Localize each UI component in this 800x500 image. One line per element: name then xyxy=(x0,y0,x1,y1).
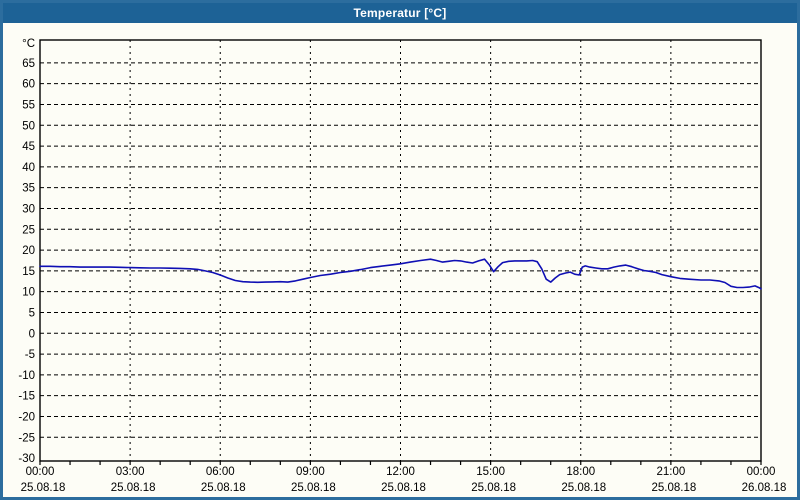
x-axis-date-label: 25.08.18 xyxy=(201,482,246,494)
x-axis-date-label: 25.08.18 xyxy=(471,482,516,494)
y-axis-tick-label: 60 xyxy=(22,79,35,91)
y-axis-tick-label: 45 xyxy=(22,141,35,153)
x-axis-date-label: 25.08.18 xyxy=(561,482,606,494)
x-axis-time-label: 00:00 xyxy=(747,466,776,478)
x-axis-time-label: 03:00 xyxy=(116,466,145,478)
chart-title: Temperatur [°C] xyxy=(353,6,447,20)
x-axis-date-label: 25.08.18 xyxy=(21,482,66,494)
y-axis-tick-label: 20 xyxy=(22,245,35,257)
y-axis-tick-label: 0 xyxy=(29,328,35,340)
chart-area: °C 65 60 55 50 45 40 35 30 25 20 15 10 5 0 -5 -10 -15 -20-… xyxy=(3,23,797,497)
x-axis-time-label: 18:00 xyxy=(566,466,595,478)
x-axis-date-label: 25.08.18 xyxy=(381,482,426,494)
x-axis-date-label: 25.08.18 xyxy=(291,482,336,494)
y-axis-tick-label: -5 xyxy=(25,349,35,361)
y-axis-tick-label: 30 xyxy=(22,203,35,215)
y-axis-tick-label: -25 xyxy=(18,432,35,444)
x-axis-time-label: 12:00 xyxy=(386,466,415,478)
x-axis-date-label: 25.08.18 xyxy=(111,482,156,494)
y-axis-tick-label: -10 xyxy=(18,370,35,382)
x-axis-time-label: 06:00 xyxy=(206,466,235,478)
y-axis-tick-label: 35 xyxy=(22,183,35,195)
y-axis-tick-label: 40 xyxy=(22,162,35,174)
y-axis-tick-label: 10 xyxy=(22,287,35,299)
temperature-line-chart[interactable]: °C65605550454035302520151050-5-10-15-20-… xyxy=(3,23,797,497)
y-axis-tick-label: 55 xyxy=(22,99,35,111)
y-axis-tick-label: 25 xyxy=(22,224,35,236)
temperature-series-line xyxy=(39,258,762,290)
x-axis-date-label: 26.08.18 xyxy=(742,482,787,494)
x-axis-time-label: 09:00 xyxy=(296,466,325,478)
x-axis-time-label: 21:00 xyxy=(656,466,685,478)
y-axis-tick-label: -20 xyxy=(18,411,35,423)
y-axis-tick-label: 50 xyxy=(22,120,35,132)
x-axis-date-label: 25.08.18 xyxy=(651,482,696,494)
y-axis-tick-label: 5 xyxy=(29,307,35,319)
y-axis-tick-label: 15 xyxy=(22,266,35,278)
y-axis-unit-label: °C xyxy=(22,38,35,50)
x-axis-time-label: 00:00 xyxy=(26,466,55,478)
title-bar: Temperatur [°C] xyxy=(3,3,797,23)
y-axis-tick-label: 65 xyxy=(22,58,35,70)
y-axis-tick-label: -30 xyxy=(18,453,35,465)
x-axis-time-label: 15:00 xyxy=(476,466,505,478)
y-axis-tick-label: -15 xyxy=(18,391,35,403)
